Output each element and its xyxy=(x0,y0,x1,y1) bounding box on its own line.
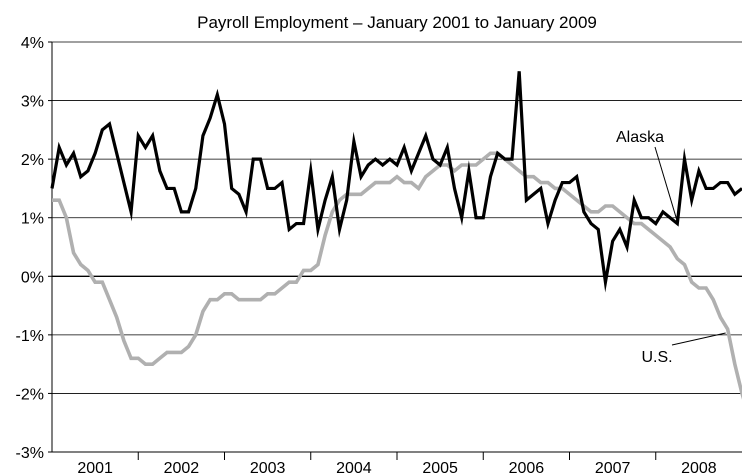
series-line-us xyxy=(52,151,742,400)
annotation-alaska: Alaska xyxy=(616,129,664,146)
annotations: Alaska U.S. xyxy=(616,129,726,366)
y-tick-label: 1% xyxy=(21,211,44,228)
series-line-alaska xyxy=(50,71,742,293)
axes xyxy=(48,41,742,460)
y-tick-label: -2% xyxy=(16,386,44,403)
x-tick-label: 2003 xyxy=(250,460,286,476)
chart-title: Payroll Employment – January 2001 to Jan… xyxy=(197,13,597,32)
annotation-us: U.S. xyxy=(641,349,672,366)
x-tick-labels: 2001 2002 2003 2004 2005 2006 2007 2008 xyxy=(77,460,716,476)
annotation-alaska-leader xyxy=(654,146,678,222)
x-tick-label: 2008 xyxy=(681,460,717,476)
y-tick-label: -3% xyxy=(16,445,44,462)
y-tick-label: -1% xyxy=(16,328,44,345)
series-lines xyxy=(50,71,742,400)
y-tick-label: 2% xyxy=(21,152,44,169)
y-tick-label: 3% xyxy=(21,94,44,111)
x-tick-label: 2002 xyxy=(164,460,200,476)
x-tick-label: 2004 xyxy=(336,460,372,476)
y-tick-label: 4% xyxy=(21,35,44,52)
x-tick-label: 2001 xyxy=(77,460,113,476)
x-tick-label: 2007 xyxy=(595,460,631,476)
y-tick-label: 0% xyxy=(21,269,44,286)
x-tick-label: 2005 xyxy=(422,460,458,476)
annotation-us-leader xyxy=(671,332,726,346)
x-tick-label: 2006 xyxy=(509,460,545,476)
y-tick-labels: 4% 3% 2% 1% 0% -1% -2% -3% xyxy=(16,35,44,462)
